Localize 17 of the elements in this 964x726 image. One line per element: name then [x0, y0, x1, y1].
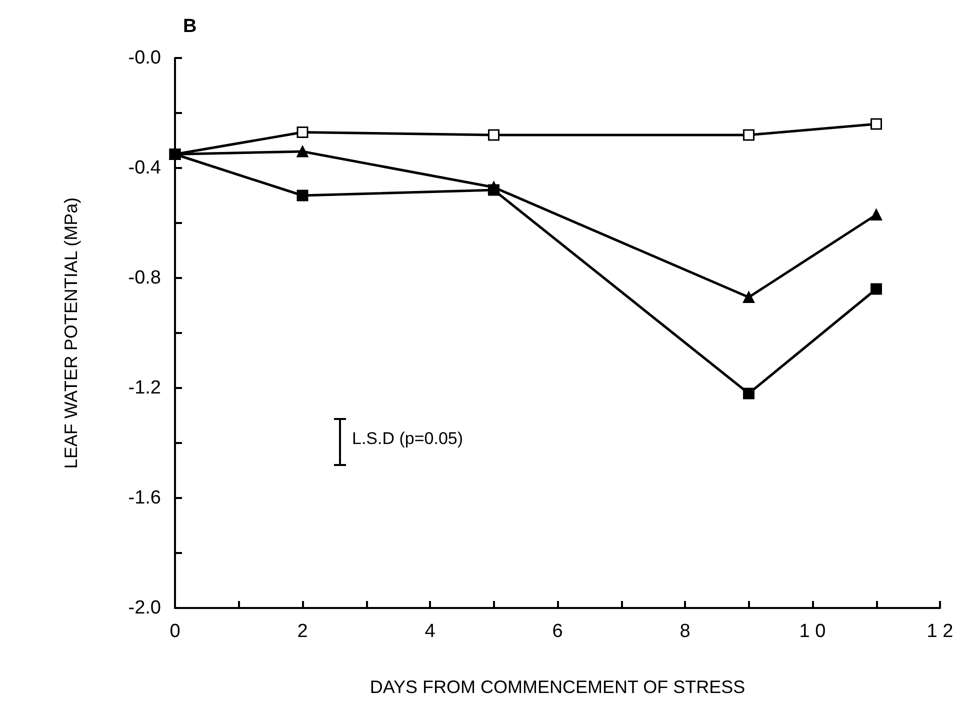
- y-tick-label: -2.0: [128, 598, 161, 618]
- chart-title: B: [183, 16, 197, 37]
- y-tick-label: -0.0: [128, 48, 161, 68]
- x-tick-label: 0: [170, 621, 180, 642]
- y-tick-label: -1.2: [128, 378, 161, 398]
- y-tick-label: -0.4: [128, 158, 162, 178]
- x-tick-label: 6: [552, 621, 563, 642]
- annotation: L.S.D (p=0.05): [352, 429, 464, 448]
- y-tick-label: -1.6: [128, 488, 161, 508]
- y-tick-label: -0.8: [128, 268, 161, 288]
- x-tick-label: 8: [680, 621, 690, 642]
- x-axis-title: DAYS FROM COMMENCEMENT OF STRESS: [370, 677, 746, 697]
- x-tick-label: 1 2: [926, 621, 954, 642]
- x-tick-label: 2: [297, 621, 308, 642]
- x-tick-label: 1 0: [799, 621, 826, 642]
- y-axis-title: LEAF WATER POTENTIAL (MPa): [61, 197, 81, 469]
- x-tick-label: 4: [424, 621, 436, 642]
